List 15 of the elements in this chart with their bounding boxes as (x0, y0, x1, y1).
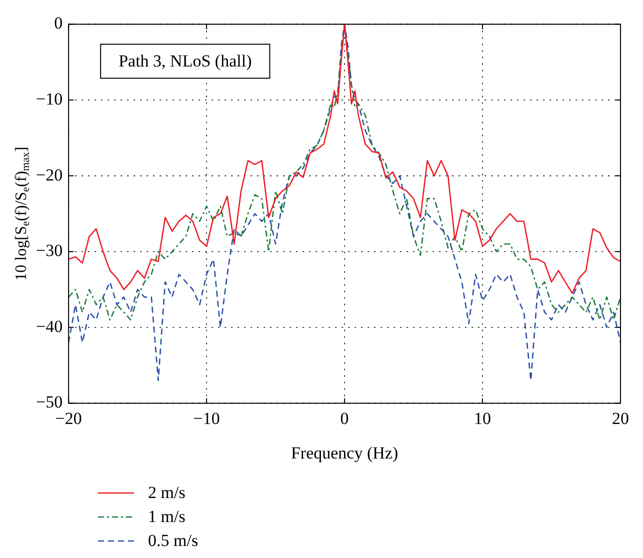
y-tick-label: −10 (36, 89, 63, 108)
y-tick-label: −30 (36, 241, 63, 260)
legend-label: 1 m/s (148, 507, 186, 527)
legend-label: 0.5 m/s (148, 531, 198, 551)
x-tick-label: 10 (474, 408, 492, 428)
x-tick-label: 0 (340, 408, 349, 428)
y-tick-label: −20 (36, 165, 63, 184)
legend-label: 2 m/s (148, 483, 186, 503)
x-tick-label: 20 (612, 408, 629, 428)
y-tick-label: 0 (54, 14, 63, 33)
x-axis-title: Frequency (Hz) (290, 443, 398, 462)
y-tick-label: −40 (36, 316, 63, 336)
annotation: Path 3, NLoS (hall) (118, 52, 252, 71)
x-tick-label: −10 (193, 408, 220, 428)
y-axis-title: 10 log[Se(f)/Se(f)max] (13, 146, 32, 281)
